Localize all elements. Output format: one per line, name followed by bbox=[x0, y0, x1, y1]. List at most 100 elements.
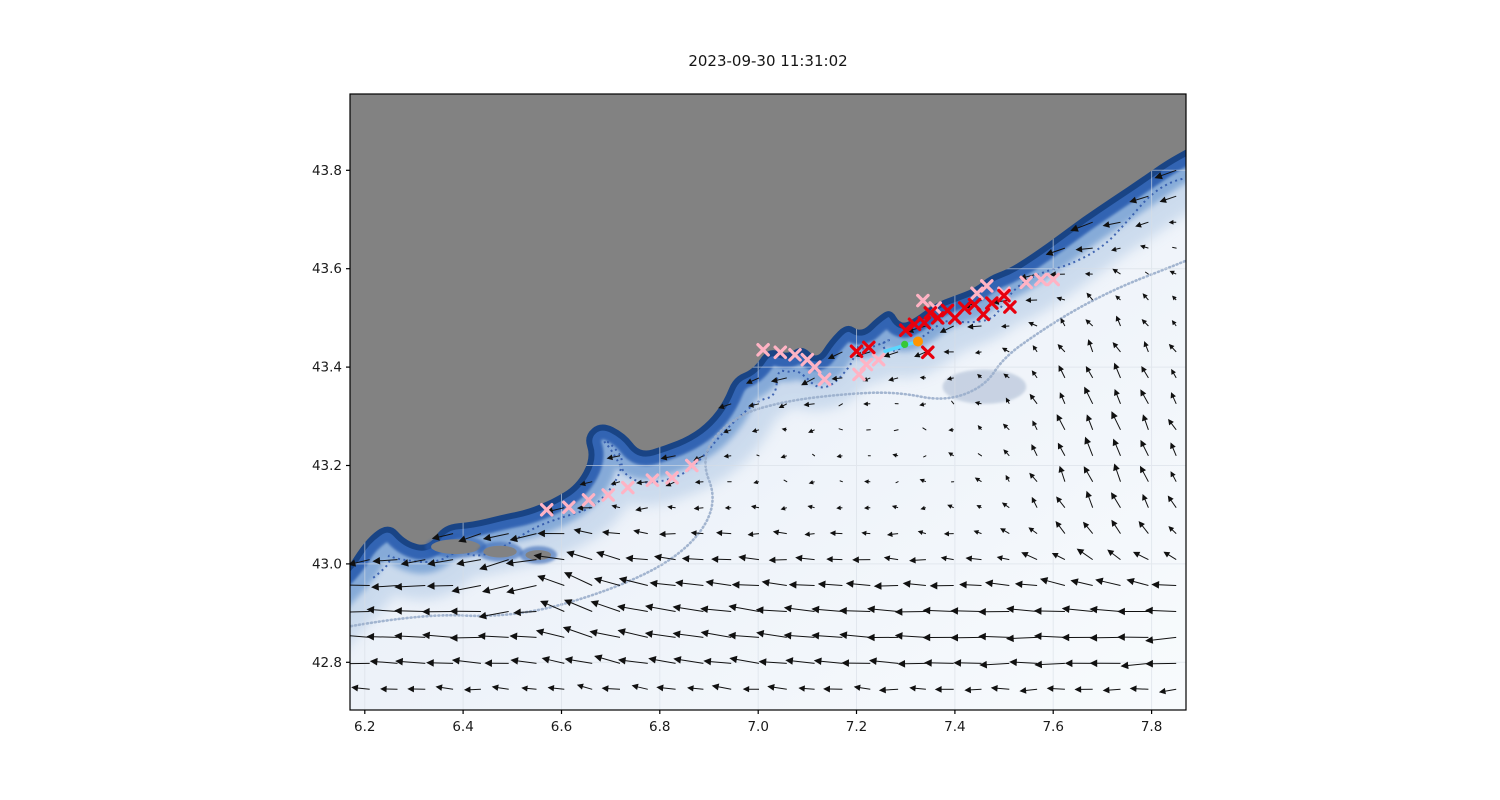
current-arrow bbox=[1001, 347, 1010, 353]
current-arrow bbox=[541, 656, 565, 664]
current-arrow bbox=[350, 584, 370, 586]
current-arrow bbox=[723, 428, 732, 434]
current-arrow bbox=[618, 576, 648, 586]
current-arrow bbox=[783, 604, 815, 613]
current-arrow bbox=[861, 530, 871, 536]
current-arrow bbox=[826, 556, 843, 563]
current-arrow bbox=[863, 401, 871, 407]
current-arrow bbox=[1145, 271, 1149, 275]
current-arrow bbox=[535, 628, 565, 638]
current-arrow bbox=[974, 401, 982, 406]
current-arrow bbox=[654, 553, 676, 562]
current-arrow bbox=[681, 555, 704, 563]
current-arrow bbox=[1158, 687, 1177, 695]
current-arrow bbox=[1089, 633, 1121, 642]
current-arrow bbox=[808, 480, 815, 485]
current-arrow bbox=[1070, 221, 1093, 232]
current-arrow bbox=[807, 504, 815, 510]
pink-x-marker bbox=[980, 279, 994, 293]
current-arrow bbox=[813, 657, 843, 666]
current-arrow bbox=[1045, 247, 1066, 256]
current-arrow bbox=[1019, 687, 1038, 694]
current-arrow bbox=[919, 375, 926, 381]
current-arrow bbox=[1111, 246, 1121, 252]
current-arrow bbox=[1006, 605, 1038, 614]
x-tick-label: 7.4 bbox=[944, 719, 965, 735]
current-arrow bbox=[909, 557, 926, 564]
current-arrow bbox=[798, 685, 815, 692]
y-tick-label: 43.8 bbox=[312, 163, 342, 179]
red-x-marker bbox=[957, 301, 972, 315]
current-arrow bbox=[1060, 317, 1066, 327]
current-arrow bbox=[996, 555, 1010, 562]
x-tick-label: 6.8 bbox=[649, 719, 670, 735]
current-arrow bbox=[785, 657, 815, 665]
current-arrow bbox=[1003, 373, 1010, 379]
current-arrow bbox=[1033, 632, 1065, 641]
current-arrow bbox=[1140, 439, 1149, 457]
current-arrow bbox=[395, 657, 426, 666]
current-arrow bbox=[594, 654, 621, 664]
current-arrow bbox=[1113, 463, 1121, 482]
red-x-marker bbox=[849, 344, 864, 359]
current-arrow bbox=[795, 554, 815, 562]
pink-x-marker bbox=[871, 352, 886, 367]
pink-x-marker bbox=[773, 345, 788, 360]
current-arrow bbox=[873, 582, 899, 590]
current-arrow bbox=[838, 403, 843, 407]
current-arrow bbox=[817, 580, 843, 589]
current-arrow bbox=[1145, 606, 1177, 615]
current-arrow bbox=[1005, 474, 1011, 482]
axis-labels: 6.2 6.4 6.6 6.8 7.0 7.2 7.4 7.6 7.8 42.8 43.0 43.2 4… bbox=[312, 163, 1162, 735]
current-arrow bbox=[1056, 496, 1066, 509]
current-arrow bbox=[394, 582, 426, 591]
green-dot-marker bbox=[901, 340, 909, 348]
current-arrow bbox=[864, 479, 871, 484]
current-arrow bbox=[967, 323, 982, 330]
current-arrow bbox=[893, 429, 899, 432]
current-arrow bbox=[451, 585, 481, 594]
current-arrow bbox=[883, 555, 899, 562]
current-arrow bbox=[380, 685, 398, 693]
current-arrow bbox=[1114, 388, 1121, 404]
current-arrow bbox=[883, 351, 899, 358]
current-arrow bbox=[748, 402, 760, 408]
current-arrow bbox=[1171, 368, 1177, 379]
current-arrow bbox=[1057, 344, 1066, 353]
pink-x-marker bbox=[1019, 275, 1033, 290]
pink-x-marker bbox=[581, 493, 596, 507]
current-arrow bbox=[394, 632, 426, 640]
y-tick-label: 43.4 bbox=[312, 360, 342, 376]
red-x-marker bbox=[923, 306, 938, 320]
current-arrow bbox=[978, 607, 1010, 616]
current-arrow bbox=[924, 659, 954, 667]
current-arrow bbox=[636, 479, 648, 486]
current-arrow bbox=[1107, 549, 1121, 560]
current-arrow bbox=[1115, 315, 1121, 327]
current-arrow bbox=[687, 685, 704, 692]
current-arrow bbox=[1005, 397, 1011, 405]
current-arrow bbox=[909, 685, 926, 692]
current-arrow bbox=[891, 504, 899, 510]
current-arrow bbox=[1129, 685, 1149, 693]
current-arrow bbox=[659, 530, 676, 538]
current-arrow bbox=[841, 659, 871, 667]
current-arrow bbox=[421, 607, 454, 616]
current-arrow bbox=[1056, 414, 1066, 431]
current-arrow bbox=[770, 377, 787, 384]
current-arrow bbox=[427, 559, 454, 567]
current-arrow bbox=[422, 631, 454, 640]
current-arrow bbox=[1086, 292, 1094, 301]
current-arrow bbox=[1112, 438, 1121, 456]
y-tick-label: 43.6 bbox=[312, 261, 342, 277]
current-arrow bbox=[1170, 471, 1177, 482]
current-arrow bbox=[1089, 659, 1121, 668]
current-arrow bbox=[481, 585, 509, 594]
current-arrow bbox=[1095, 577, 1121, 586]
current-arrow bbox=[1074, 686, 1093, 693]
current-arrow bbox=[1159, 195, 1177, 203]
current-arrow bbox=[484, 659, 509, 668]
current-arrow bbox=[895, 481, 899, 484]
current-arrow bbox=[509, 533, 537, 543]
red-x-marker bbox=[985, 296, 999, 310]
